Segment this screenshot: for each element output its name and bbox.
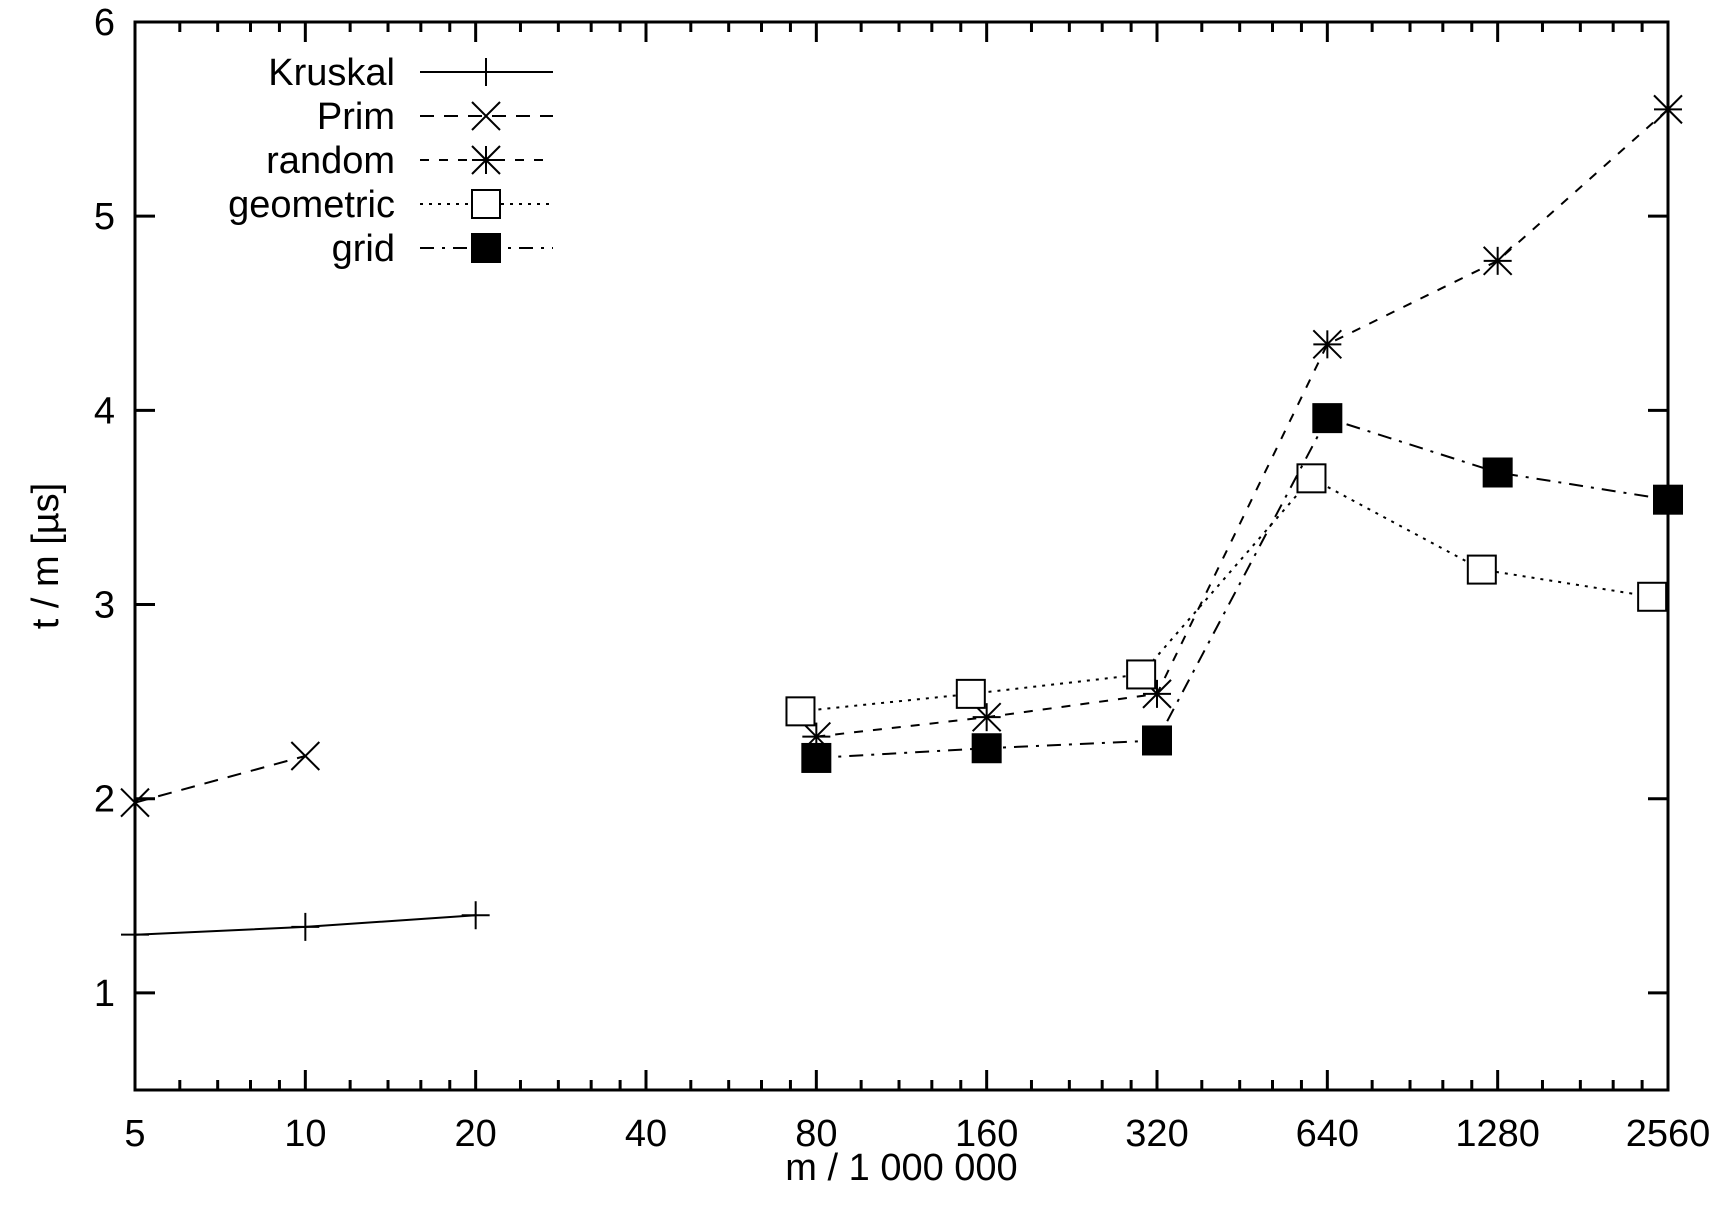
- x-tick-label: 40: [625, 1113, 667, 1155]
- legend-label: geometric: [228, 184, 395, 226]
- data-point-marker: [955, 678, 986, 709]
- x-tick-label: 160: [955, 1113, 1018, 1155]
- data-point-marker: [1312, 403, 1343, 434]
- y-tick-label: 5: [94, 196, 115, 238]
- data-point-marker: [1142, 725, 1172, 756]
- data-point-marker: [291, 912, 320, 941]
- data-point-marker: [471, 101, 501, 131]
- x-tick-label: 5: [124, 1113, 145, 1155]
- data-point-marker: [1637, 581, 1668, 612]
- plot-frame: [133, 20, 1670, 1092]
- data-point-marker: [290, 741, 321, 771]
- x-tick-label: 640: [1296, 1113, 1359, 1155]
- series-prim: [120, 741, 321, 818]
- data-point-marker: [461, 901, 490, 930]
- series-random: [801, 94, 1683, 752]
- data-point-marker: [471, 189, 501, 219]
- data-point-marker: [1126, 659, 1157, 690]
- data-point-marker: [1482, 246, 1513, 276]
- y-tick-label: 6: [94, 2, 115, 44]
- data-point-marker: [801, 742, 832, 773]
- data-point-marker: [472, 58, 500, 86]
- y-tick-label: 1: [94, 973, 115, 1015]
- data-point-marker: [1466, 554, 1497, 585]
- series-grid: [801, 403, 1683, 773]
- y-tick-label: 4: [94, 390, 115, 432]
- x-tick-label: 1280: [1455, 1113, 1540, 1155]
- data-point-marker: [1482, 457, 1513, 488]
- x-tick-label: 80: [795, 1113, 837, 1155]
- x-axis-label: m / 1 000 000: [785, 1147, 1017, 1189]
- x-tick-label: 2560: [1626, 1113, 1711, 1155]
- legend-label: Prim: [317, 96, 395, 138]
- data-point-marker: [1312, 329, 1343, 360]
- y-tick-label: 2: [94, 779, 115, 821]
- series-line: [816, 416, 1669, 759]
- x-tick-label: 20: [455, 1113, 497, 1155]
- data-point-marker: [971, 733, 1002, 764]
- data-point-marker: [471, 233, 501, 263]
- series-line: [800, 477, 1653, 713]
- series-line: [816, 108, 1669, 738]
- series-line: [134, 755, 306, 804]
- y-axis-label: t / m [µs]: [25, 483, 67, 629]
- x-tick-label: 10: [284, 1113, 326, 1155]
- legend-label: Kruskal: [268, 52, 395, 94]
- data-point-marker: [1296, 463, 1327, 494]
- data-point-marker: [785, 696, 816, 727]
- series-kruskal: [121, 901, 490, 949]
- y-tick-label: 3: [94, 585, 115, 627]
- plot-series: [120, 94, 1683, 949]
- data-point-marker: [471, 145, 501, 175]
- legend-label: random: [266, 140, 395, 182]
- legend-label: grid: [332, 228, 395, 270]
- x-tick-label: 320: [1125, 1113, 1188, 1155]
- series-geometric: [785, 463, 1668, 727]
